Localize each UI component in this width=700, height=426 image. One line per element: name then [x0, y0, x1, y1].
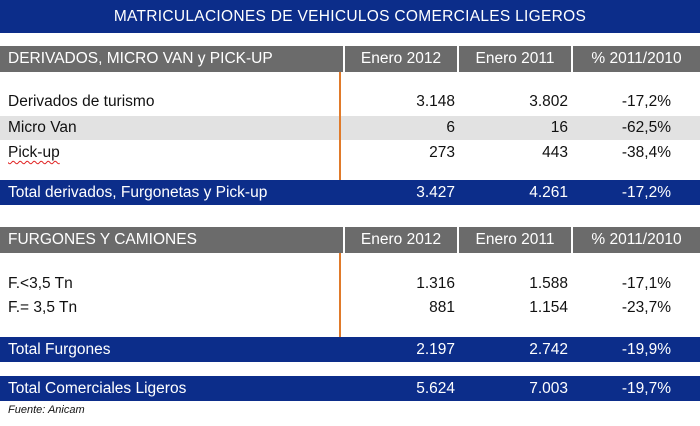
total-label: Total Furgones	[8, 340, 111, 358]
col-header-2011: Enero 2011	[475, 50, 555, 67]
table-row: Pick-up 273 443 -38,4%	[0, 141, 700, 165]
row-value-pct: -17,1%	[621, 275, 671, 292]
row-value-2011: 16	[550, 119, 568, 136]
row-value-pct: -23,7%	[621, 299, 671, 316]
col-header-2012: Enero 2012	[360, 50, 442, 67]
source-note: Fuente: Anicam	[8, 404, 85, 416]
row-value-pct: -38,4%	[621, 144, 671, 161]
row-value-2012: 1.316	[416, 275, 455, 292]
total-value-pct: -19,9%	[621, 340, 671, 358]
row-value-2011: 3.802	[529, 93, 568, 110]
row-label: Pick-up	[8, 144, 60, 161]
row-value-pct: -17,2%	[621, 93, 671, 110]
table-title: MATRICULACIONES DE VEHICULOS COMERCIALES…	[0, 0, 700, 33]
col-header-pct: % 2011/2010	[591, 50, 682, 67]
total-value-2012: 3.427	[416, 183, 455, 201]
row-label: Derivados de turismo	[8, 93, 155, 110]
total-value-2011: 2.742	[529, 340, 568, 358]
table-row: F.<3,5 Tn 1.316 1.588 -17,1%	[0, 272, 700, 296]
section1-total-row: Total derivados, Furgonetas y Pick-up 3.…	[0, 180, 700, 205]
table-row: F.= 3,5 Tn 881 1.154 -23,7%	[0, 296, 700, 320]
row-value-2012: 3.148	[416, 93, 455, 110]
row-value-2011: 1.154	[529, 299, 568, 316]
row-value-pct: -62,5%	[621, 119, 671, 136]
total-value-pct: -17,2%	[621, 183, 671, 201]
row-label: F.<3,5 Tn	[8, 275, 73, 292]
grand-total-value-2012: 5.624	[416, 379, 455, 397]
grand-total-label: Total Comerciales Ligeros	[8, 379, 187, 397]
section2-heading: FURGONES Y CAMIONES	[8, 231, 197, 248]
total-value-2012: 2.197	[416, 340, 455, 358]
table-row: Micro Van 6 16 -62,5%	[0, 116, 700, 140]
col-header-2012: Enero 2012	[360, 231, 442, 248]
grand-total-row: Total Comerciales Ligeros 5.624 7.003 -1…	[0, 376, 700, 401]
row-value-2011: 1.588	[529, 275, 568, 292]
col-header-pct: % 2011/2010	[591, 231, 682, 248]
row-value-2011: 443	[542, 144, 568, 161]
row-value-2012: 6	[446, 119, 455, 136]
total-value-2011: 4.261	[529, 183, 568, 201]
section2-header: FURGONES Y CAMIONES Enero 2012 Enero 201…	[0, 227, 700, 253]
row-value-2012: 881	[429, 299, 455, 316]
section1-heading: DERIVADOS, MICRO VAN y PICK-UP	[8, 50, 273, 67]
row-label: Micro Van	[8, 119, 77, 136]
section1-header: DERIVADOS, MICRO VAN y PICK-UP Enero 201…	[0, 46, 700, 72]
row-label: F.= 3,5 Tn	[8, 299, 78, 316]
column-divider	[339, 253, 341, 337]
row-value-2012: 273	[429, 144, 455, 161]
total-label: Total derivados, Furgonetas y Pick-up	[8, 183, 268, 201]
grand-total-value-2011: 7.003	[529, 379, 568, 397]
col-header-2011: Enero 2011	[475, 231, 555, 248]
table-row: Derivados de turismo 3.148 3.802 -17,2%	[0, 90, 700, 114]
grand-total-value-pct: -19,7%	[621, 379, 671, 397]
column-divider	[339, 72, 341, 180]
section2-total-row: Total Furgones 2.197 2.742 -19,9%	[0, 337, 700, 362]
